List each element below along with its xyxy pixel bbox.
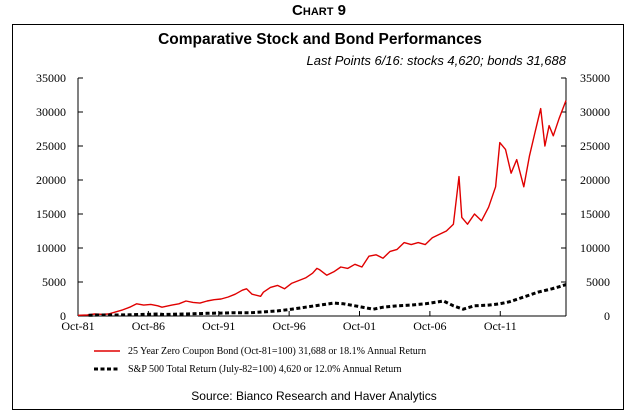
chart-frame — [12, 24, 624, 410]
y-tick-label-right: 35000 — [580, 71, 610, 85]
chart-label: Chart 9 — [292, 2, 346, 19]
x-axis-ticks: Oct-81 Oct-86 Oct-91 Oct-96 Oct-01 Oct-06 Oct-… — [61, 311, 517, 333]
axes — [77, 78, 567, 317]
x-tick-label: Oct-06 — [413, 319, 446, 333]
series-line-stocks — [88, 283, 567, 317]
y-tick-label-left: 25000 — [36, 139, 66, 153]
legend: 25 Year Zero Coupon Bond (Oct-81=100) 31… — [94, 346, 426, 375]
y-tick-label-left: 5000 — [42, 275, 66, 289]
y-tick-label-right: 5000 — [586, 275, 610, 289]
y-tick-label-right: 15000 — [580, 207, 610, 221]
x-tick-label: Oct-81 — [61, 319, 94, 333]
y-tick-label-left: 0 — [60, 309, 66, 323]
y-tick-label-right: 0 — [604, 309, 610, 323]
x-tick-label: Oct-96 — [272, 319, 305, 333]
y-tick-label-right: 10000 — [580, 241, 610, 255]
y-tick-label-left: 15000 — [36, 207, 66, 221]
y-tick-label-right: 25000 — [580, 139, 610, 153]
chart-subtitle: Last Points 6/16: stocks 4,620; bonds 31… — [307, 53, 567, 68]
y-tick-label-left: 20000 — [36, 173, 66, 187]
series-layer — [77, 100, 567, 317]
x-tick-label: Oct-86 — [132, 319, 165, 333]
legend-label-bond: 25 Year Zero Coupon Bond (Oct-81=100) 31… — [128, 346, 426, 357]
chart-source: Source: Bianco Research and Haver Analyt… — [191, 389, 436, 403]
x-tick-label: Oct-91 — [202, 319, 235, 333]
y-tick-label-left: 10000 — [36, 241, 66, 255]
legend-label-stocks: S&P 500 Total Return (July-82=100) 4,620… — [128, 364, 402, 375]
y-tick-label-right: 30000 — [580, 105, 610, 119]
y-axis-left-ticks: 0 5000 10000 15000 20000 25000 30000 35000 — [36, 71, 83, 323]
series-line-bond — [77, 100, 567, 316]
x-tick-label: Oct-01 — [343, 319, 376, 333]
x-tick-label: Oct-11 — [484, 319, 517, 333]
y-axis-right-ticks: 0 5000 10000 15000 20000 25000 30000 35000 — [561, 71, 610, 323]
y-tick-label-left: 30000 — [36, 105, 66, 119]
y-tick-label-left: 35000 — [36, 71, 66, 85]
y-tick-label-right: 20000 — [580, 173, 610, 187]
chart-title: Comparative Stock and Bond Performances — [158, 31, 482, 48]
